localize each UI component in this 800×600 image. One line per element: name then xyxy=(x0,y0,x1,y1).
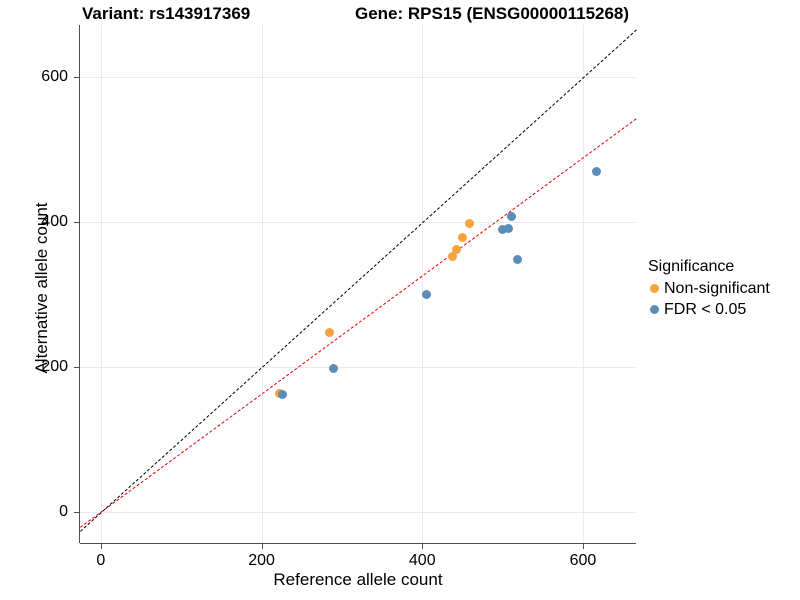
legend-item[interactable]: Non-significant xyxy=(648,278,798,299)
data-point xyxy=(503,224,513,234)
y-axis-tick xyxy=(74,511,79,513)
legend-item-label: Non-significant xyxy=(664,279,770,297)
data-point xyxy=(465,219,475,228)
y-axis-tick xyxy=(74,77,79,79)
gridline-horizontal xyxy=(80,511,636,513)
legend-item-label: FDR < 0.05 xyxy=(664,300,747,318)
x-axis-tick-label: 600 xyxy=(569,552,597,569)
data-point xyxy=(457,233,467,243)
gridline-vertical xyxy=(422,25,424,543)
data-point xyxy=(421,290,431,299)
y-axis-title: Alternative allele count xyxy=(32,202,51,374)
gridline-vertical xyxy=(582,25,584,543)
y-axis-tick xyxy=(74,366,79,368)
x-axis-title: Reference allele count xyxy=(273,570,443,589)
x-axis-tick-label: 200 xyxy=(248,552,275,569)
legend: Significance Non-significant FDR < 0.05 xyxy=(648,258,798,320)
circle-marker-icon xyxy=(650,305,659,314)
gene-title: Gene: RPS15 (ENSG00000115268) xyxy=(355,4,630,23)
fit-reference-line xyxy=(80,118,637,528)
legend-items: Non-significant FDR < 0.05 xyxy=(648,278,798,320)
x-axis-tick xyxy=(582,544,584,549)
x-axis-line xyxy=(80,543,636,544)
data-point xyxy=(447,252,457,262)
y-axis-line xyxy=(79,25,80,543)
data-point xyxy=(592,166,602,176)
y-axis-tick xyxy=(74,222,79,224)
data-point xyxy=(498,224,508,234)
data-point xyxy=(512,255,522,265)
plot-title-row: Variant: rs143917369 Gene: RPS15 (ENSG00… xyxy=(0,2,800,28)
gridline-vertical xyxy=(100,25,102,543)
identity-reference-line xyxy=(80,29,637,532)
data-point xyxy=(452,245,462,255)
gridline-horizontal xyxy=(80,222,636,224)
gridline-horizontal xyxy=(80,366,636,368)
data-point xyxy=(506,211,516,221)
variant-title: Variant: rs143917369 xyxy=(82,4,251,23)
x-axis-tick xyxy=(261,544,263,549)
y-axis-tick-label: 600 xyxy=(41,68,68,86)
legend-item[interactable]: FDR < 0.05 xyxy=(648,299,798,320)
data-point xyxy=(277,389,287,399)
legend-title: Significance xyxy=(648,258,735,275)
y-axis-tick-label: 400 xyxy=(41,213,68,231)
x-axis-tick xyxy=(100,544,102,549)
x-axis-tick-label: 0 xyxy=(96,552,106,569)
gridline-horizontal xyxy=(80,77,636,79)
plot-panel xyxy=(80,25,637,543)
y-axis-tick-label: 0 xyxy=(59,502,68,520)
circle-marker-icon xyxy=(650,284,659,293)
x-axis-tick-label: 400 xyxy=(408,552,436,569)
gridline-vertical xyxy=(261,25,263,543)
data-point xyxy=(329,363,339,373)
data-point xyxy=(324,327,334,337)
x-axis-tick xyxy=(422,544,424,549)
y-axis-tick-label: 200 xyxy=(41,357,68,375)
